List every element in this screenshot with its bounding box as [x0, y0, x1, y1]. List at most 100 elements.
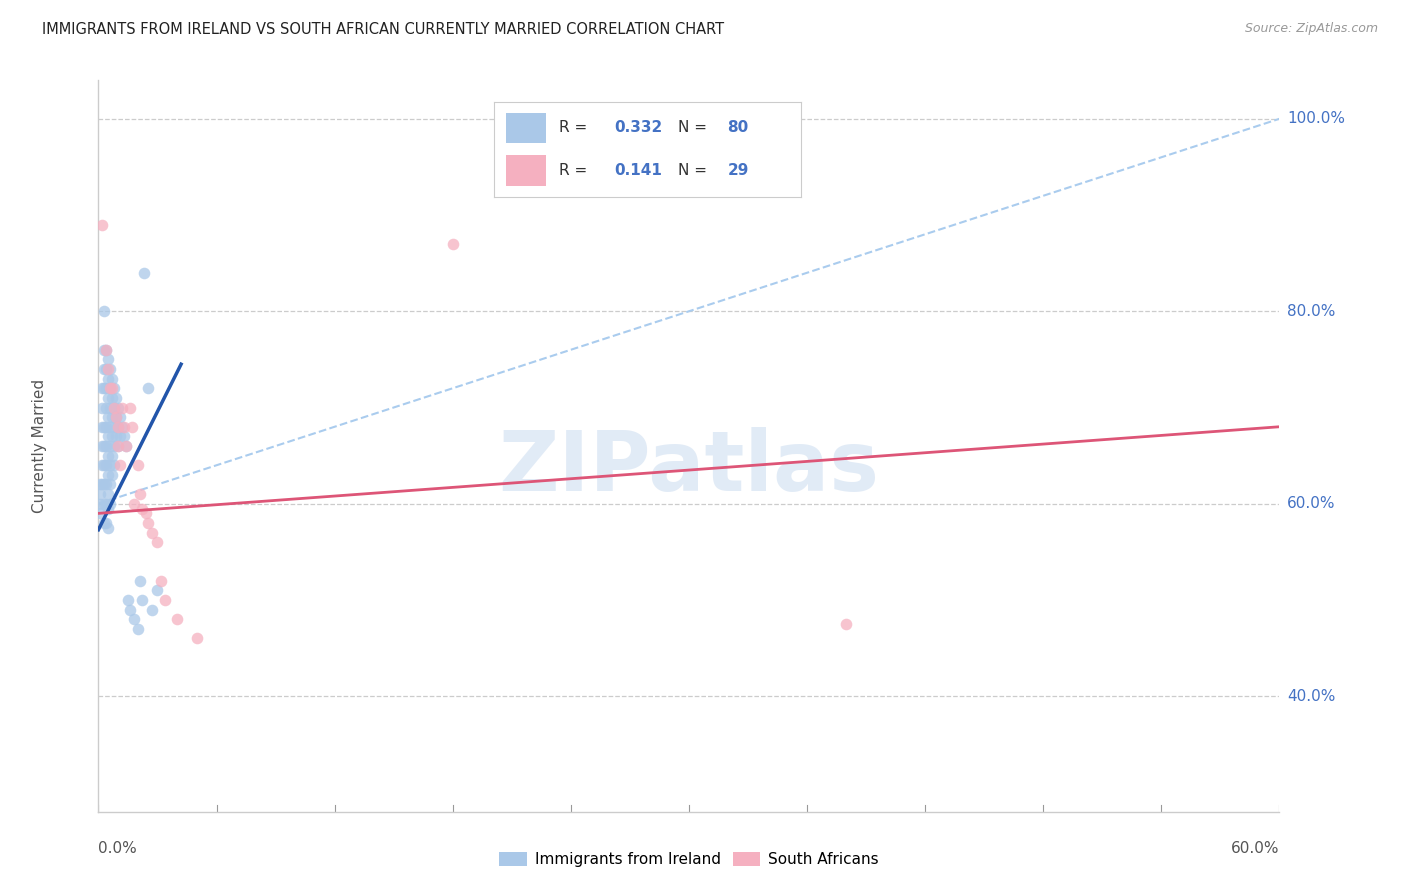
Point — [441, 236, 464, 251]
Text: Source: ZipAtlas.com: Source: ZipAtlas.com — [1244, 22, 1378, 36]
Point — [107, 439, 129, 453]
Point — [98, 381, 121, 395]
Point — [91, 218, 114, 232]
Point — [105, 391, 128, 405]
Point — [117, 593, 139, 607]
Point — [111, 401, 134, 415]
Point — [135, 507, 157, 521]
Point — [89, 507, 111, 521]
Point — [91, 401, 114, 415]
Point — [136, 381, 159, 395]
Point — [89, 477, 111, 491]
Point — [96, 516, 118, 530]
Point — [108, 458, 131, 473]
Point — [131, 501, 153, 516]
Point — [96, 477, 118, 491]
Point — [97, 487, 120, 501]
Legend: Immigrants from Ireland, South Africans: Immigrants from Ireland, South Africans — [494, 847, 884, 873]
Point — [103, 419, 125, 434]
Point — [91, 381, 114, 395]
Point — [128, 574, 150, 588]
Point — [93, 381, 115, 395]
Point — [96, 497, 118, 511]
Point — [127, 458, 149, 473]
Point — [141, 525, 163, 540]
Point — [101, 371, 124, 385]
Point — [93, 477, 115, 491]
Text: 60.0%: 60.0% — [1232, 840, 1279, 855]
Point — [128, 487, 150, 501]
Point — [131, 593, 153, 607]
Point — [89, 497, 111, 511]
Point — [91, 477, 114, 491]
Point — [155, 593, 177, 607]
Point — [108, 410, 131, 425]
Point — [118, 602, 141, 616]
Point — [96, 343, 118, 357]
Point — [93, 439, 115, 453]
Point — [98, 458, 121, 473]
Point — [97, 501, 120, 516]
Text: 80.0%: 80.0% — [1288, 304, 1336, 318]
Point — [93, 458, 115, 473]
Point — [101, 391, 124, 405]
Text: 40.0%: 40.0% — [1288, 689, 1336, 704]
Point — [93, 419, 115, 434]
Text: 0.0%: 0.0% — [98, 840, 138, 855]
Point — [101, 429, 124, 443]
Point — [97, 467, 120, 482]
Point — [98, 401, 121, 415]
Point — [107, 439, 129, 453]
Point — [118, 401, 141, 415]
Point — [91, 458, 114, 473]
Point — [101, 467, 124, 482]
Point — [105, 410, 128, 425]
Point — [103, 381, 125, 395]
Point — [122, 497, 145, 511]
Point — [96, 381, 118, 395]
Point — [115, 439, 138, 453]
Point — [96, 439, 118, 453]
Point — [96, 401, 118, 415]
Point — [89, 487, 111, 501]
Text: Currently Married: Currently Married — [32, 379, 46, 513]
Point — [91, 439, 114, 453]
Point — [112, 419, 135, 434]
Text: 60.0%: 60.0% — [1288, 496, 1336, 511]
Point — [97, 449, 120, 463]
Point — [97, 391, 120, 405]
Point — [112, 429, 135, 443]
Point — [146, 535, 169, 549]
Point — [105, 429, 128, 443]
Point — [108, 429, 131, 443]
Point — [96, 362, 118, 376]
Point — [98, 477, 121, 491]
Point — [122, 612, 145, 626]
Point — [96, 343, 118, 357]
Point — [91, 419, 114, 434]
Point — [97, 521, 120, 535]
Point — [146, 583, 169, 598]
Text: 100.0%: 100.0% — [1288, 112, 1346, 127]
Point — [103, 458, 125, 473]
Text: IMMIGRANTS FROM IRELAND VS SOUTH AFRICAN CURRENTLY MARRIED CORRELATION CHART: IMMIGRANTS FROM IRELAND VS SOUTH AFRICAN… — [42, 22, 724, 37]
Point — [150, 574, 173, 588]
Point — [105, 410, 128, 425]
Point — [103, 439, 125, 453]
Point — [107, 419, 129, 434]
Point — [121, 419, 143, 434]
Point — [98, 439, 121, 453]
Point — [141, 602, 163, 616]
Point — [98, 419, 121, 434]
Point — [111, 419, 134, 434]
Point — [97, 410, 120, 425]
Point — [136, 516, 159, 530]
Point — [166, 612, 188, 626]
Point — [101, 449, 124, 463]
Point — [93, 362, 115, 376]
Point — [97, 429, 120, 443]
Point — [101, 410, 124, 425]
Point — [186, 632, 208, 646]
Point — [96, 458, 118, 473]
Point — [103, 401, 125, 415]
